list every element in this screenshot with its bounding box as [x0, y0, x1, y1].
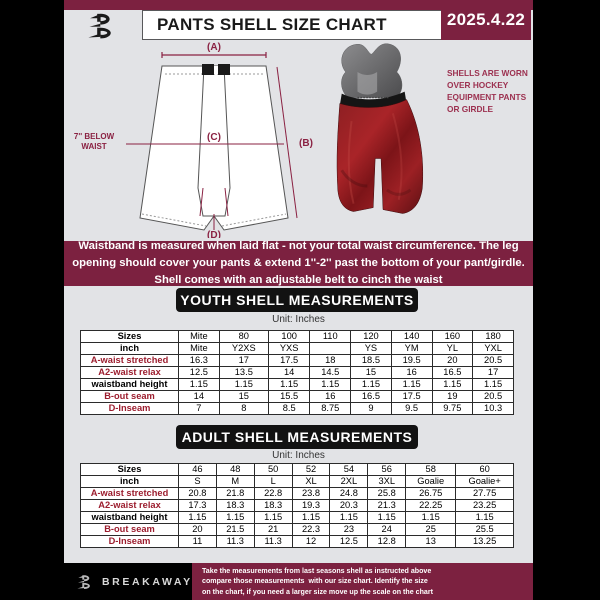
svg-text:(D): (D) — [207, 230, 221, 238]
svg-text:WAIST: WAIST — [81, 142, 106, 151]
svg-text:7'' BELOW: 7'' BELOW — [74, 132, 115, 141]
svg-text:(C): (C) — [207, 132, 221, 143]
svg-text:(A): (A) — [207, 42, 221, 53]
svg-text:(B): (B) — [299, 138, 313, 149]
